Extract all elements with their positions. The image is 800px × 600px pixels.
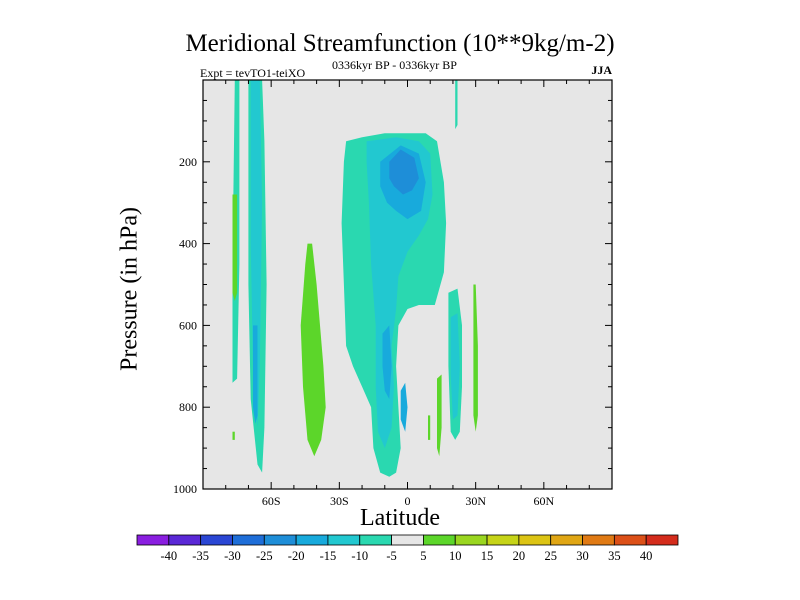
colorbar-swatch xyxy=(295,534,329,546)
colorbar-swatch xyxy=(645,534,679,546)
colorbar-swatch xyxy=(359,534,392,546)
contour-region-11 xyxy=(389,149,419,195)
experiment-label: Expt = tevTO1-teiXO xyxy=(200,66,306,80)
colorbar-label: -40 xyxy=(160,549,177,563)
y-tick-label: 600 xyxy=(179,318,197,332)
colorbar-swatch xyxy=(391,534,424,546)
colorbar-label: -25 xyxy=(256,549,273,563)
colorbar-swatch xyxy=(327,534,361,546)
x-tick-label: 60S xyxy=(262,494,281,508)
colorbar-label: -10 xyxy=(351,549,368,563)
y-tick-label: 200 xyxy=(179,155,197,169)
colorbar-label: -15 xyxy=(320,549,337,563)
contour-region-5 xyxy=(253,325,258,424)
contour-region-17 xyxy=(428,415,431,440)
colorbar-label: -20 xyxy=(288,549,305,563)
chart-title: Meridional Streamfunction (10**9kg/m-2) xyxy=(185,30,615,57)
colorbar-label: 40 xyxy=(640,549,653,563)
time-range-label: 0336kyr BP - 0336kyr BP xyxy=(332,58,457,72)
x-tick-label: 0 xyxy=(405,494,411,508)
colorbar-label: 15 xyxy=(481,549,494,563)
colorbar-swatch xyxy=(582,534,615,546)
colorbar-swatch xyxy=(454,534,488,546)
colorbar-swatch xyxy=(486,534,520,546)
y-tick-label: 1000 xyxy=(173,482,197,496)
colorbar-label: 20 xyxy=(513,549,526,563)
colorbar-swatch xyxy=(232,534,265,546)
contour-region-15 xyxy=(437,374,442,457)
contour-region-14 xyxy=(450,313,460,420)
colorbar-label: 5 xyxy=(420,549,426,563)
x-tick-label: 30S xyxy=(330,494,349,508)
contour-region-12 xyxy=(400,382,408,432)
colorbar-swatch xyxy=(550,534,583,546)
colorbar-swatch xyxy=(613,534,647,546)
season-label: JJA xyxy=(591,63,612,77)
colorbar-label: 10 xyxy=(449,549,462,563)
colorbar-swatch xyxy=(518,534,552,546)
colorbar-swatch xyxy=(263,534,297,546)
colorbar-label: -35 xyxy=(192,549,209,563)
contour-region-18 xyxy=(455,80,458,130)
colorbar-swatch xyxy=(136,534,170,546)
x-tick-label: 30N xyxy=(465,494,486,508)
y-axis-label: Pressure (in hPa) xyxy=(116,207,143,371)
colorbar-label: -5 xyxy=(386,549,396,563)
contour-region-10 xyxy=(382,325,392,399)
colorbar-label: 25 xyxy=(544,549,557,563)
contour-region-2 xyxy=(232,431,235,440)
contour-region-1 xyxy=(232,194,238,301)
x-axis-label: Latitude xyxy=(360,505,440,531)
y-tick-label: 800 xyxy=(179,400,197,414)
colorbar-swatch xyxy=(423,534,456,546)
colorbar-label: 30 xyxy=(576,549,589,563)
x-tick-label: 60N xyxy=(533,494,554,508)
colorbar-swatch xyxy=(168,534,202,546)
colorbar-swatch xyxy=(200,534,233,546)
colorbar-label: -30 xyxy=(224,549,241,563)
colorbar-label: 35 xyxy=(608,549,621,563)
contour-region-16 xyxy=(473,284,478,432)
contour-region-6 xyxy=(300,243,326,457)
y-tick-label: 400 xyxy=(179,237,197,251)
